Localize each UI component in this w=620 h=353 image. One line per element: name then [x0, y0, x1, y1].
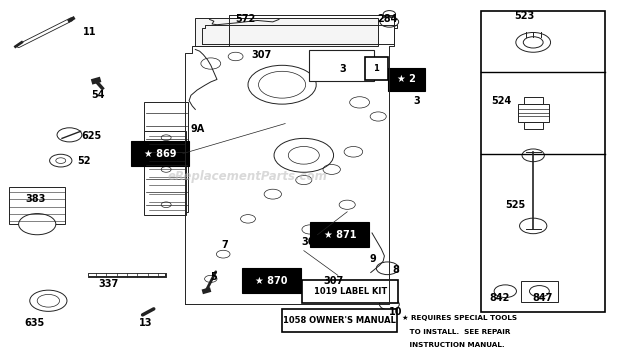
Text: 383: 383 [26, 195, 46, 204]
Text: 13: 13 [139, 318, 153, 328]
Bar [195, 18, 378, 46]
Text: INSTRUCTION MANUAL.: INSTRUCTION MANUAL. [402, 342, 505, 348]
Bar [309, 50, 374, 81]
Text: 8: 8 [392, 265, 399, 275]
Text: ★ 2: ★ 2 [397, 74, 415, 84]
Text: 3: 3 [414, 96, 420, 106]
Text: 523: 523 [514, 11, 534, 21]
Text: 337: 337 [99, 279, 118, 289]
Bar [144, 131, 186, 215]
Bar [388, 68, 425, 91]
Text: 524: 524 [491, 96, 511, 106]
Circle shape [30, 290, 67, 311]
Text: 307: 307 [252, 50, 272, 60]
Text: 625: 625 [82, 131, 102, 141]
Bar [283, 309, 397, 332]
Bar [242, 268, 301, 293]
Text: 3: 3 [340, 64, 346, 74]
Circle shape [19, 214, 56, 235]
Text: 52: 52 [77, 156, 91, 166]
Bar [480, 11, 604, 312]
Text: 1058 OWNER'S MANUAL: 1058 OWNER'S MANUAL [283, 316, 396, 325]
Text: TO INSTALL.  SEE REPAIR: TO INSTALL. SEE REPAIR [402, 329, 510, 335]
Text: 9A: 9A [190, 124, 204, 134]
Text: 1019 LABEL KIT: 1019 LABEL KIT [314, 287, 387, 296]
Text: 10: 10 [389, 307, 402, 317]
Text: 5: 5 [211, 272, 217, 282]
Text: 572: 572 [235, 14, 255, 24]
Bar [311, 222, 370, 247]
Bar [521, 281, 558, 302]
Text: ★ 871: ★ 871 [324, 230, 356, 240]
Bar [524, 97, 542, 104]
Bar [131, 141, 190, 166]
Text: 7: 7 [221, 240, 228, 250]
Text: 307: 307 [324, 276, 343, 286]
Text: 11: 11 [83, 27, 97, 37]
Text: 842: 842 [489, 293, 509, 303]
Text: 54: 54 [91, 90, 105, 100]
Bar [365, 57, 388, 80]
Text: 284: 284 [378, 14, 397, 24]
Bar [9, 187, 65, 224]
Text: ★ 869: ★ 869 [144, 149, 176, 158]
Text: 1: 1 [373, 64, 379, 73]
Bar [144, 102, 188, 212]
Bar [524, 122, 542, 129]
Text: 635: 635 [24, 318, 44, 328]
Bar [518, 104, 549, 122]
Text: ★ REQUIRES SPECIAL TOOLS: ★ REQUIRES SPECIAL TOOLS [402, 315, 517, 322]
Text: 847: 847 [533, 293, 552, 303]
Text: 525: 525 [506, 200, 526, 210]
Text: 9: 9 [370, 255, 376, 264]
Text: 306: 306 [301, 237, 321, 247]
Circle shape [37, 294, 60, 307]
Text: eReplacementParts.com: eReplacementParts.com [168, 170, 328, 183]
Bar [302, 280, 398, 303]
Text: ★ 870: ★ 870 [255, 276, 288, 286]
